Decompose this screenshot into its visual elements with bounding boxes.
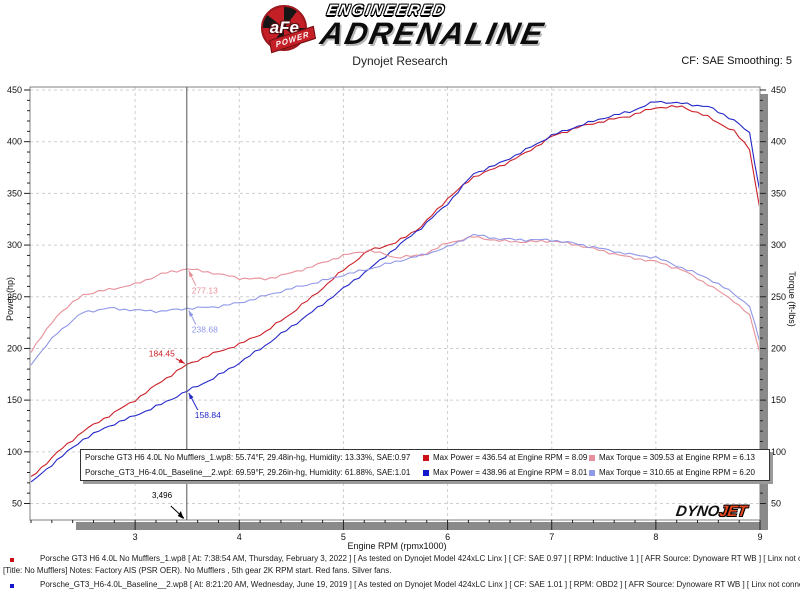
svg-text:184.45: 184.45 bbox=[149, 349, 175, 359]
cursor-reading-184.45: 184.45 bbox=[149, 349, 186, 364]
svg-text:5: 5 bbox=[341, 532, 346, 542]
max-torque-text: Max Torque = 310.65 at Engine RPM = 6.20 bbox=[599, 468, 755, 477]
power-swatch-icon bbox=[423, 469, 429, 476]
svg-text:8: 8 bbox=[653, 532, 658, 542]
torque-swatch-icon bbox=[589, 454, 595, 461]
svg-text:150: 150 bbox=[7, 395, 22, 405]
svg-text:7: 7 bbox=[549, 532, 554, 542]
max-torque-entry: Max Torque = 310.65 at Engine RPM = 6.20 bbox=[589, 468, 769, 477]
svg-text:6: 6 bbox=[445, 532, 450, 542]
run1-bullet-icon bbox=[10, 558, 14, 562]
max-torque-entry: Max Torque = 309.53 at Engine RPM = 6.13 bbox=[589, 453, 769, 462]
svg-text:250: 250 bbox=[771, 292, 786, 302]
svg-text:158.84: 158.84 bbox=[195, 410, 221, 420]
smoothing-setting: CF: SAE Smoothing: 5 bbox=[681, 55, 792, 67]
cursor-reading-277.13: 277.13 bbox=[188, 270, 218, 296]
svg-text:3: 3 bbox=[133, 532, 138, 542]
dynojet-logo: DYNOJET bbox=[675, 503, 748, 520]
svg-text:150: 150 bbox=[771, 395, 786, 405]
svg-text:9: 9 bbox=[757, 532, 762, 542]
max-power-text: Max Power = 438.96 at Engine RPM = 8.01 bbox=[433, 468, 588, 477]
svg-text:100: 100 bbox=[7, 447, 22, 457]
dyno-graph[interactable]: 50 50 100 100 150 150 200 200 250 250 300 300 350 350… bbox=[0, 78, 800, 556]
svg-text:4: 4 bbox=[237, 532, 242, 542]
svg-text:100: 100 bbox=[771, 447, 786, 457]
x-axis-label: Engine RPM (rpmx1000) bbox=[347, 541, 447, 551]
svg-text:300: 300 bbox=[7, 240, 22, 250]
max-power-entry: Max Power = 438.96 at Engine RPM = 8.01 bbox=[423, 468, 589, 477]
curve-power-no-mufflers-1 bbox=[31, 105, 759, 477]
gridlines bbox=[30, 87, 761, 520]
curve-power-baseline-2 bbox=[31, 100, 759, 483]
svg-text:200: 200 bbox=[7, 343, 22, 353]
svg-text:350: 350 bbox=[771, 188, 786, 198]
cursor-reading-158.84: 158.84 bbox=[188, 392, 221, 420]
y-axis-label-torque: Torque (ft-lbs) bbox=[787, 271, 797, 327]
max-torque-text: Max Torque = 309.53 at Engine RPM = 6.13 bbox=[599, 453, 755, 462]
svg-text:450: 450 bbox=[771, 85, 786, 95]
svg-text:50: 50 bbox=[771, 499, 781, 509]
power-swatch-icon bbox=[423, 454, 429, 461]
afe-engineered-adrenaline-logo: aFe POWER ENGINEERED ADRENALINE bbox=[0, 2, 800, 54]
svg-text:200: 200 bbox=[771, 343, 786, 353]
run-legend[interactable]: Porsche GT3 H6 4.0L No Mufflers_1.wp8 : … bbox=[80, 449, 770, 481]
svg-text:450: 450 bbox=[7, 85, 22, 95]
afe-power-logo: aFe POWER bbox=[255, 2, 317, 54]
curve-torque-no-mufflers-1 bbox=[31, 236, 759, 353]
svg-text:350: 350 bbox=[7, 188, 22, 198]
max-power-entry: Max Power = 436.54 at Engine RPM = 8.09 bbox=[423, 453, 589, 462]
svg-text:50: 50 bbox=[12, 499, 22, 509]
chart-area: 50 50 100 100 150 150 200 200 250 250 300 300 350 350… bbox=[0, 78, 800, 556]
axis-ticks bbox=[24, 89, 766, 530]
svg-text:400: 400 bbox=[7, 137, 22, 147]
run1-notes-line: [Title: No Mufflers] Notes: Factory AIS … bbox=[3, 566, 392, 575]
legend-row-no-mufflers: Porsche GT3 H6 4.0L No Mufflers_1.wp8 : … bbox=[81, 450, 769, 465]
axis-tick-labels: 50 50 100 100 150 150 200 200 250 250 300 300 350 350… bbox=[7, 85, 786, 542]
run-name: Porsche_GT3_H6-4.0L_Baseline__2.wp8 bbox=[85, 468, 231, 477]
svg-text:238.68: 238.68 bbox=[192, 324, 218, 334]
run-conditions: : 55.74°F, 29.48in-hg, Humidity: 13.33%,… bbox=[231, 453, 411, 462]
run1-info-line: Porsche GT3 H6 4.0L No Mufflers_1.wp8 [ … bbox=[40, 554, 800, 563]
svg-text:277.13: 277.13 bbox=[192, 286, 218, 296]
plot-frame bbox=[29, 86, 768, 530]
run-name: Porsche GT3 H6 4.0L No Mufflers_1.wp8 bbox=[85, 453, 231, 462]
cursor-arrow bbox=[170, 505, 185, 519]
svg-text:250: 250 bbox=[7, 292, 22, 302]
run2-bullet-icon bbox=[10, 584, 14, 588]
chart-title: Dynojet Research bbox=[352, 54, 448, 68]
y-axis-label-power: Power (hp) bbox=[5, 277, 15, 322]
cursor-rpm-readout: 3,496 bbox=[152, 491, 173, 500]
run2-info-line: Porsche_GT3_H6-4.0L_Baseline__2.wp8 [ At… bbox=[40, 580, 800, 589]
max-power-text: Max Power = 436.54 at Engine RPM = 8.09 bbox=[433, 453, 588, 462]
logo-wordmark: ENGINEERED ADRENALINE bbox=[318, 2, 549, 51]
svg-text:300: 300 bbox=[771, 240, 786, 250]
run-conditions: : 69.59°F, 29.26in-hg, Humidity: 61.88%,… bbox=[231, 468, 411, 477]
torque-swatch-icon bbox=[589, 469, 595, 476]
dynojet-logo-dyno: DYNO bbox=[674, 503, 721, 520]
curve-torque-baseline-2 bbox=[31, 233, 759, 366]
dynojet-logo-jet: JET bbox=[718, 503, 749, 520]
legend-row-baseline: Porsche_GT3_H6-4.0L_Baseline__2.wp8 : 69… bbox=[81, 465, 769, 480]
adrenaline-text: ADRENALINE bbox=[317, 16, 549, 51]
svg-text:400: 400 bbox=[771, 137, 786, 147]
cursor-reading-238.68: 238.68 bbox=[188, 310, 218, 334]
